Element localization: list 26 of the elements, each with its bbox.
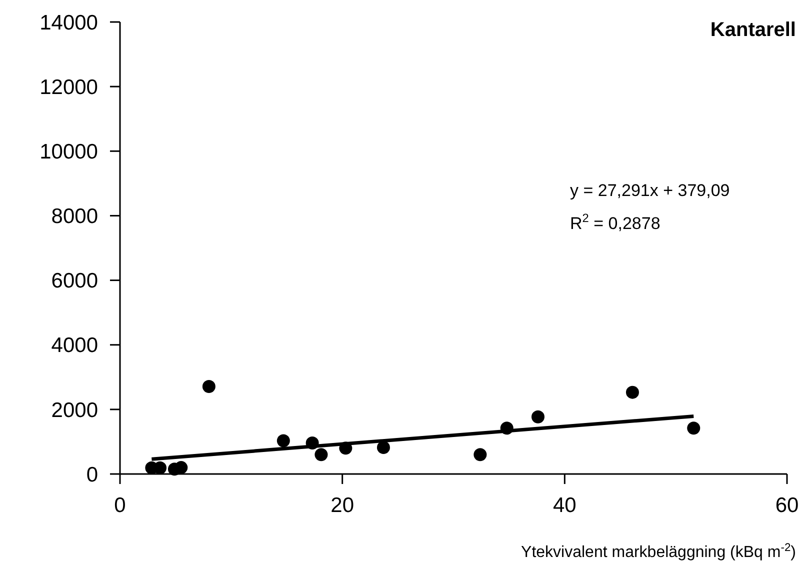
point <box>276 434 290 448</box>
point <box>314 448 328 462</box>
x-tick-label: 60 <box>775 494 799 517</box>
y-tick-label: 4000 <box>51 334 98 358</box>
chart-title: Kantarell <box>710 19 796 41</box>
point <box>376 441 390 454</box>
x-tick-label: 20 <box>330 494 354 517</box>
x-axis-title: Ytekvivalent markbeläggning (kBq m$^{-2}$) <box>521 542 796 561</box>
y-tick-label: 6000 <box>51 270 98 293</box>
point <box>626 386 639 399</box>
y-tick-label: 8000 <box>51 205 98 228</box>
annotation: R$^{2}$ = 0,2878 <box>570 211 660 233</box>
y-tick-label: 14000 <box>40 11 98 34</box>
point <box>154 461 167 474</box>
point <box>174 461 188 474</box>
y-tick-label: 0 <box>86 463 98 486</box>
y-tick-label: 12000 <box>40 76 98 99</box>
point <box>474 448 487 462</box>
point <box>531 410 544 424</box>
x-tick-label: 0 <box>114 494 126 517</box>
y-tick-label: 2000 <box>51 398 98 422</box>
point <box>202 380 216 394</box>
y-tick-label: 10000 <box>40 140 98 164</box>
point <box>687 422 700 435</box>
x-tick-label: 40 <box>552 494 576 517</box>
annotation: y = 27,291x + 379,09 <box>570 181 730 200</box>
